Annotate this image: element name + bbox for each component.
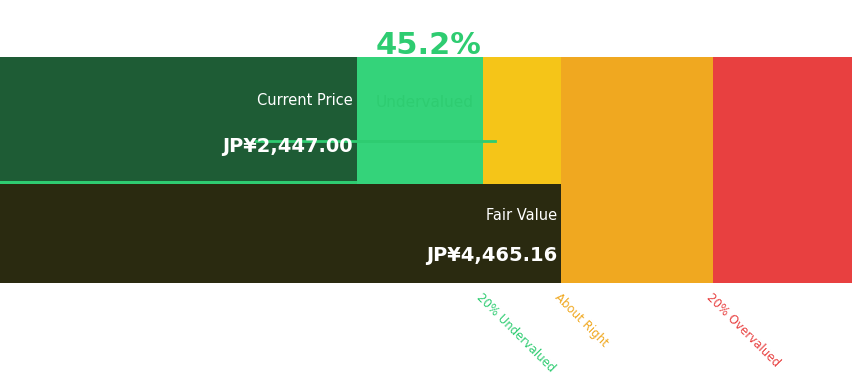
Bar (0, 57, 356, 283)
Text: About Right: About Right (551, 291, 610, 349)
Bar (712, 57, 852, 283)
Text: Current Price: Current Price (256, 93, 352, 108)
Text: JP¥4,465.16: JP¥4,465.16 (425, 246, 556, 265)
Text: 20% Undervalued: 20% Undervalued (473, 291, 556, 374)
Bar (482, 57, 561, 283)
Bar (0, 184, 561, 283)
Text: Undervalued: Undervalued (375, 95, 473, 110)
Text: 45.2%: 45.2% (375, 31, 481, 60)
Bar (356, 57, 482, 283)
Bar (0, 57, 356, 181)
Bar (561, 57, 712, 283)
Text: Fair Value: Fair Value (486, 208, 556, 223)
Text: 20% Overvalued: 20% Overvalued (703, 291, 781, 369)
Text: JP¥2,447.00: JP¥2,447.00 (222, 137, 352, 156)
